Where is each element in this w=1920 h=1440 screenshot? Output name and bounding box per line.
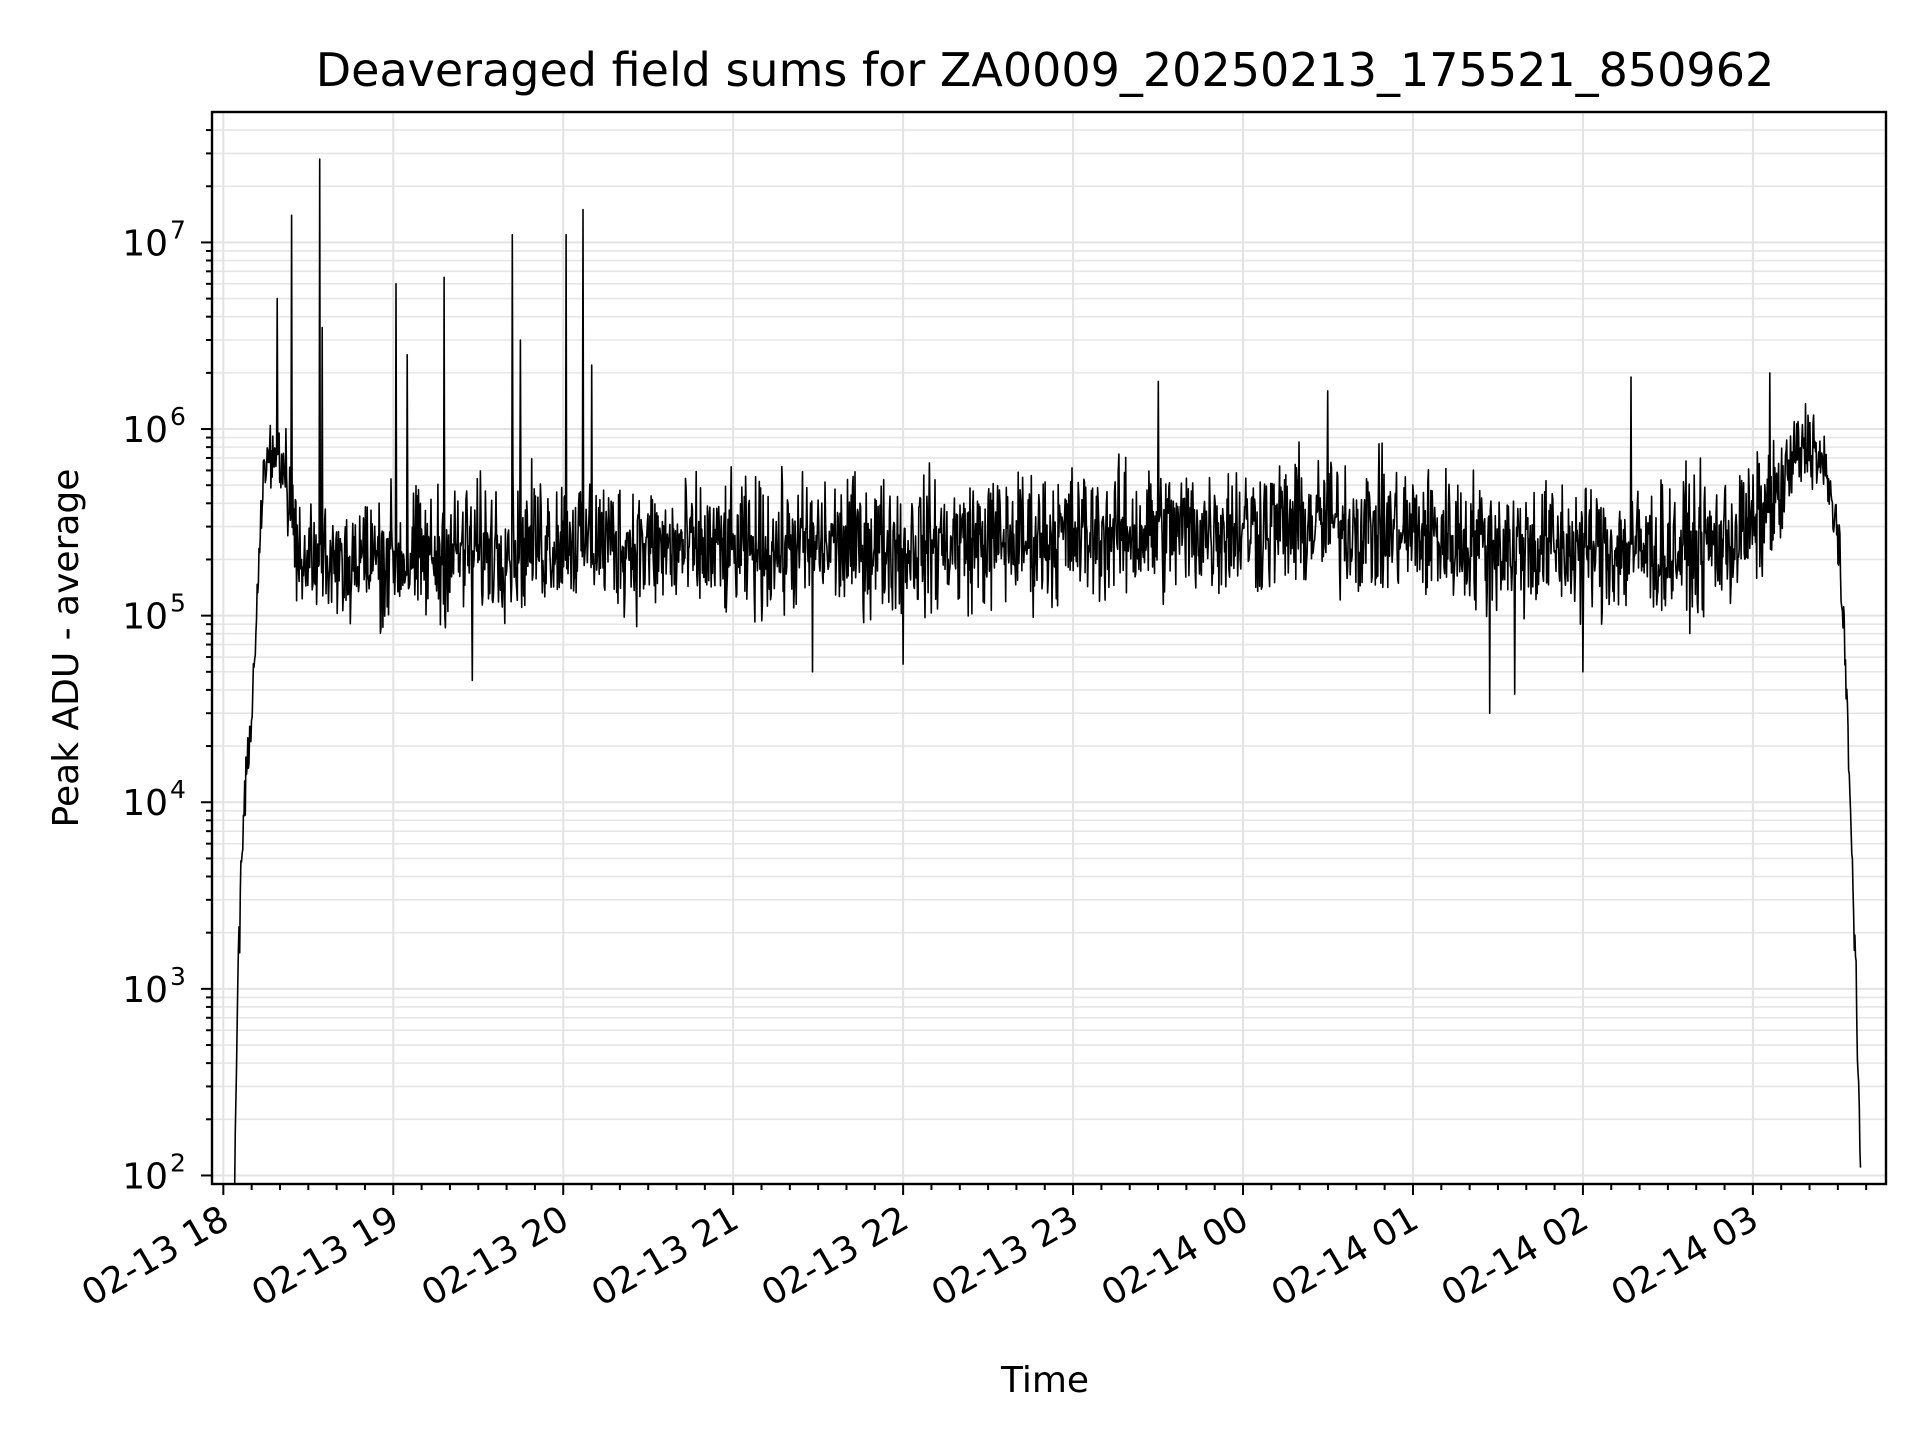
series-line <box>233 158 1862 1185</box>
y-axis-label: Peak ADU - average <box>46 469 87 828</box>
y-tick-exponent: 2 <box>170 1148 186 1177</box>
series-layer <box>233 158 1862 1185</box>
x-axis-label: Time <box>1000 1360 1089 1401</box>
y-tick-exponent: 7 <box>170 215 186 244</box>
plot-frame <box>210 110 1888 1186</box>
y-tick-exponent: 3 <box>170 962 186 991</box>
major-gridlines <box>212 112 1886 1184</box>
y-tick-exponent: 5 <box>170 589 186 618</box>
chart-title: Deaveraged field sums for ZA0009_2025021… <box>316 43 1775 97</box>
y-tick-label: 10 <box>122 597 168 638</box>
y-tick-label: 10 <box>122 223 168 264</box>
y-tick-exponent: 6 <box>170 402 186 431</box>
y-tick-label: 10 <box>122 970 168 1011</box>
y-tick-exponent: 4 <box>170 775 186 804</box>
y-tick-label: 10 <box>122 1156 168 1197</box>
y-tick-label: 10 <box>122 783 168 824</box>
y-tick-label: 10 <box>122 410 168 451</box>
